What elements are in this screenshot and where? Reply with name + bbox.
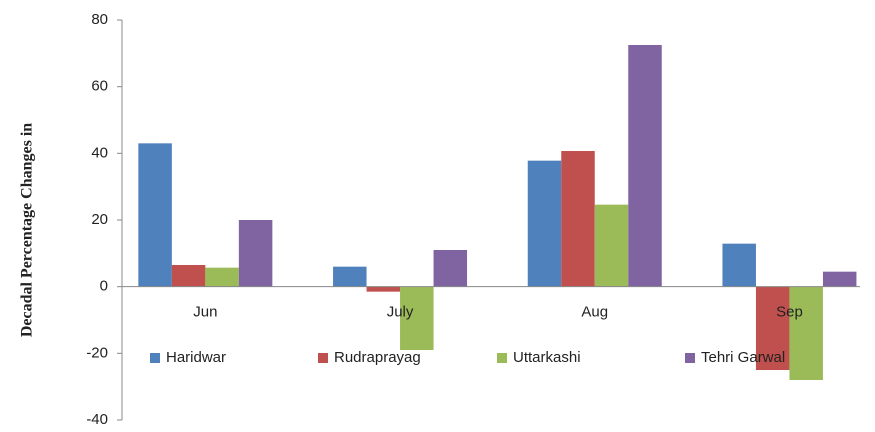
bar	[628, 45, 662, 287]
bar	[366, 286, 401, 292]
bar	[138, 143, 172, 287]
bar	[400, 286, 434, 350]
legend-label: Uttarkashi	[513, 349, 581, 366]
bar	[755, 286, 790, 370]
bar	[433, 250, 468, 287]
legend-swatch	[497, 353, 507, 363]
bar	[789, 286, 823, 380]
bar	[205, 267, 239, 287]
bar	[527, 160, 562, 287]
x-tick-label: Aug	[581, 304, 608, 321]
y-tick-label: 0	[100, 278, 108, 295]
y-tick-label: 40	[91, 144, 108, 161]
y-tick-label: -20	[86, 344, 108, 361]
y-tick-label: -40	[86, 411, 108, 427]
bar	[561, 151, 595, 287]
x-tick-label: July	[387, 304, 414, 321]
legend-swatch	[685, 353, 695, 363]
x-tick-label: Sep	[776, 304, 803, 321]
y-tick-label: 80	[91, 11, 108, 28]
y-tick-label: 20	[91, 211, 108, 228]
legend-swatch	[150, 353, 160, 363]
y-axis-label: Decadal Percentage Changes in	[19, 123, 36, 337]
legend-label: Haridwar	[166, 349, 226, 366]
legend-label: Rudraprayag	[334, 349, 421, 366]
bar	[333, 266, 367, 287]
bar	[171, 265, 206, 287]
legend-swatch	[318, 353, 328, 363]
y-tick-label: 60	[91, 78, 108, 95]
bar	[822, 271, 857, 287]
x-tick-label: Jun	[193, 304, 217, 321]
legend-label: Tehri Garwal	[701, 349, 785, 366]
bar	[238, 220, 273, 287]
bar	[594, 204, 629, 287]
bar	[722, 243, 756, 287]
